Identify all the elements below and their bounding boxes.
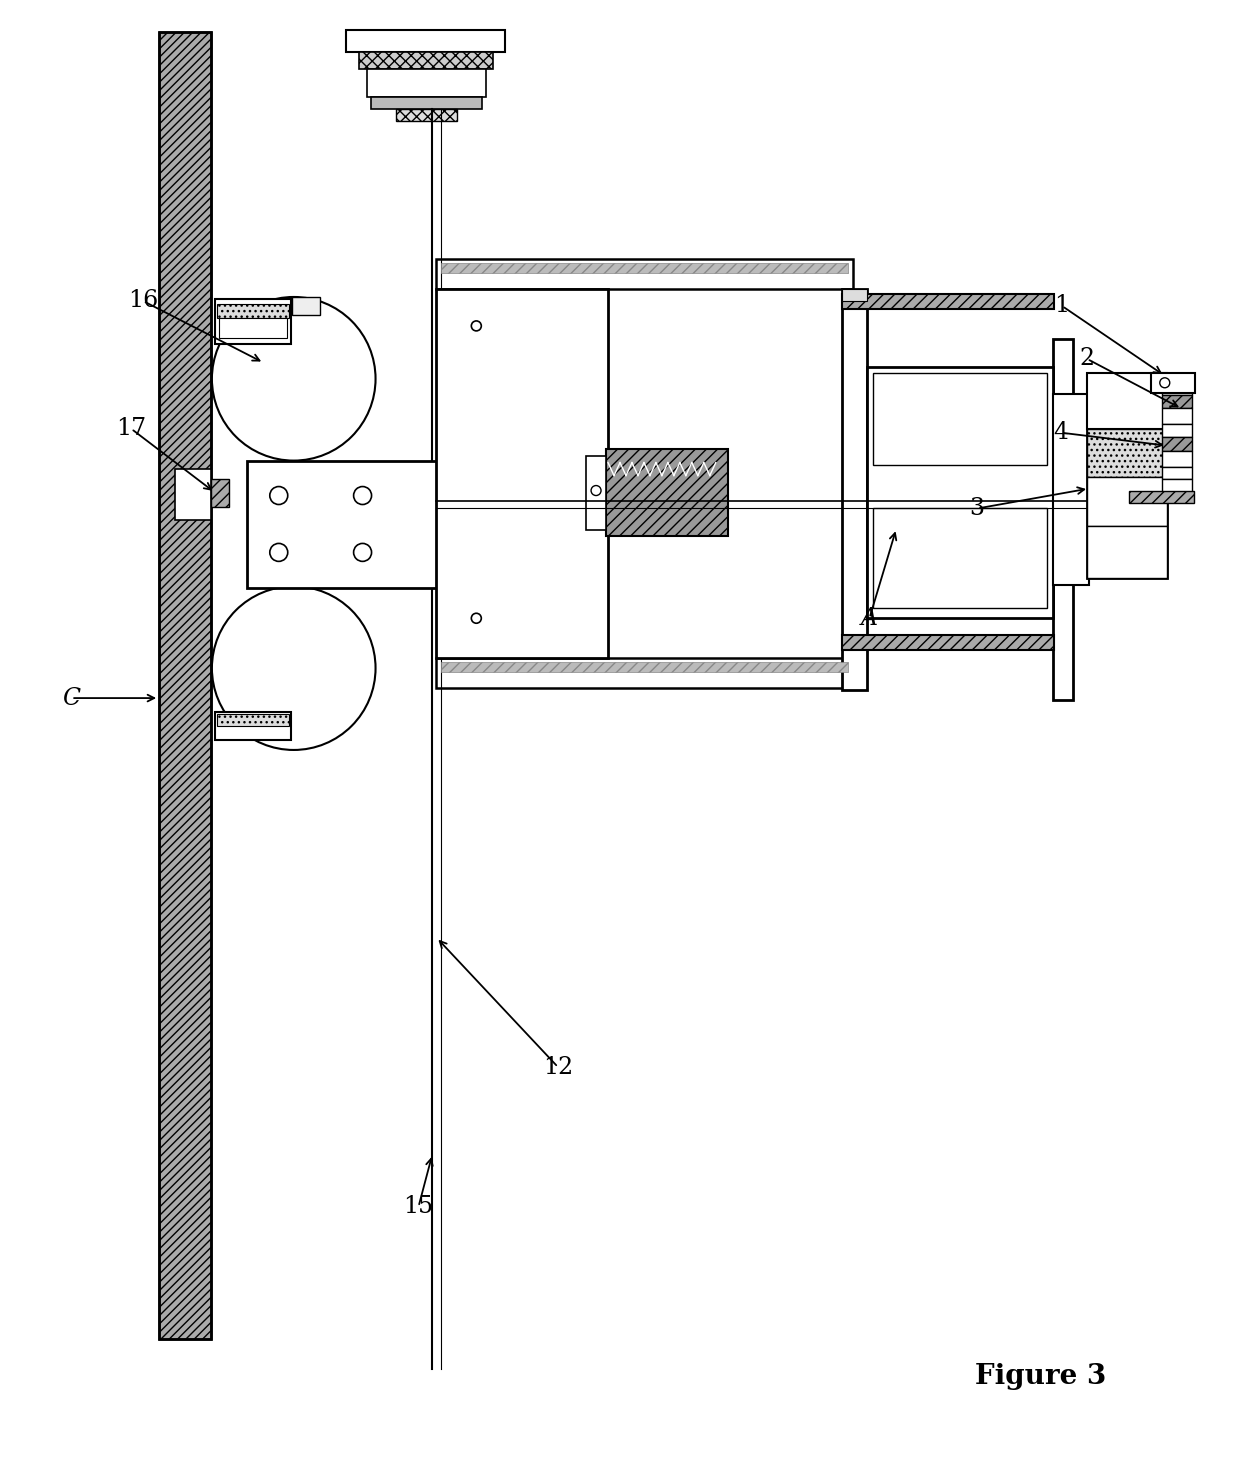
Bar [159, 32, 211, 1338]
Bar [1087, 476, 1167, 526]
Bar [873, 373, 1047, 465]
Bar [247, 460, 444, 589]
Bar [873, 508, 1047, 608]
Bar [587, 456, 606, 530]
Bar [606, 449, 728, 536]
Circle shape [212, 586, 376, 749]
Bar [1087, 428, 1167, 476]
Bar [842, 289, 868, 690]
Text: 3: 3 [970, 497, 985, 520]
Text: 4: 4 [1054, 421, 1069, 444]
Bar [842, 294, 1054, 308]
Bar [1162, 450, 1192, 466]
Bar [219, 318, 286, 337]
Bar [1162, 378, 1192, 394]
Bar [1087, 373, 1167, 579]
Bar [1162, 437, 1192, 450]
Bar [1162, 466, 1192, 479]
Text: 16: 16 [128, 289, 159, 313]
Bar [441, 662, 848, 672]
Bar [1162, 394, 1192, 408]
Bar [1162, 424, 1192, 437]
Bar [868, 367, 1053, 618]
Circle shape [212, 297, 376, 460]
Circle shape [353, 487, 372, 504]
Text: 15: 15 [403, 1195, 434, 1218]
Bar [346, 29, 505, 51]
Bar [436, 289, 608, 657]
Circle shape [1159, 378, 1169, 387]
Text: C: C [62, 687, 81, 710]
Bar [1162, 479, 1192, 494]
Bar [367, 70, 486, 98]
Bar [217, 304, 289, 318]
Bar [371, 98, 482, 110]
Bar [358, 51, 494, 70]
Bar [1162, 408, 1192, 424]
Circle shape [270, 487, 288, 504]
Text: 1: 1 [1054, 295, 1070, 317]
Bar [215, 712, 290, 739]
Bar [1053, 339, 1073, 700]
Bar [441, 263, 848, 273]
Bar [159, 32, 211, 1338]
Bar [1053, 394, 1089, 586]
Circle shape [270, 543, 288, 561]
Text: 2: 2 [1079, 348, 1095, 370]
Bar [211, 479, 229, 507]
Circle shape [591, 485, 601, 495]
Bar [1151, 373, 1194, 393]
Bar [291, 297, 320, 316]
Bar [217, 714, 289, 726]
Text: A: A [861, 606, 878, 630]
Bar [436, 657, 853, 688]
Bar [1128, 491, 1194, 503]
Bar [436, 259, 853, 289]
Text: Figure 3: Figure 3 [976, 1363, 1106, 1389]
Bar [842, 636, 1054, 650]
Bar [215, 300, 290, 343]
Circle shape [471, 614, 481, 624]
Bar [175, 469, 211, 520]
Text: 17: 17 [117, 418, 146, 440]
Text: 12: 12 [543, 1056, 573, 1078]
Bar [842, 289, 868, 301]
Circle shape [471, 321, 481, 330]
Bar [1087, 373, 1167, 428]
Circle shape [353, 543, 372, 561]
Bar [1087, 526, 1167, 579]
Bar [396, 110, 458, 121]
